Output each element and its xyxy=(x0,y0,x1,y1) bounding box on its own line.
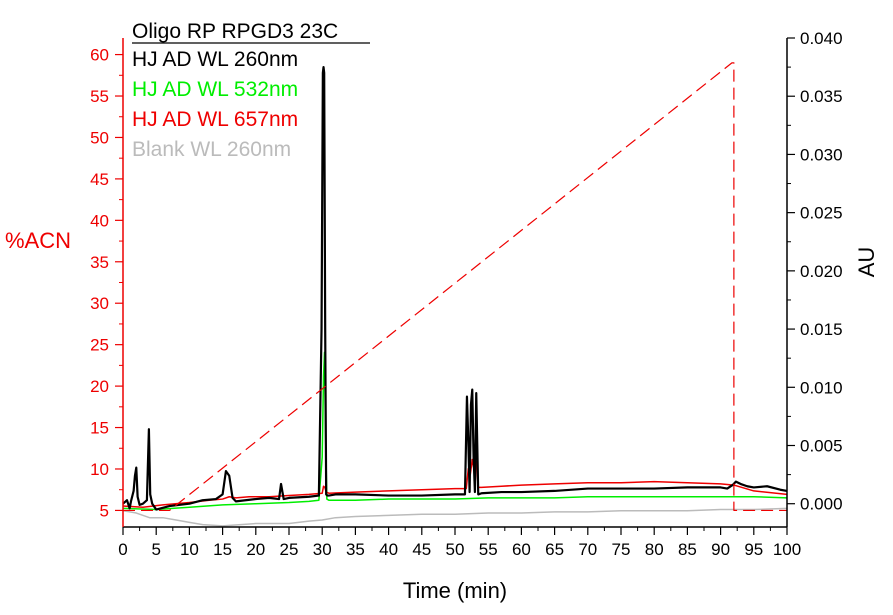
x-tick-label: 75 xyxy=(612,540,631,559)
y-left-tick-label: 20 xyxy=(90,377,109,396)
x-tick-label: 0 xyxy=(118,540,127,559)
y-right-tick-label: 0.000 xyxy=(800,495,843,514)
y-left-tick-label: 45 xyxy=(90,170,109,189)
y-left-tick-label: 55 xyxy=(90,87,109,106)
y-left-tick-label: 15 xyxy=(90,419,109,438)
x-tick-label: 100 xyxy=(773,540,801,559)
y-right-tick-label: 0.040 xyxy=(800,29,843,48)
y-right-tick-label: 0.020 xyxy=(800,262,843,281)
x-tick-label: 90 xyxy=(711,540,730,559)
x-tick-label: 5 xyxy=(151,540,160,559)
x-tick-label: 60 xyxy=(512,540,531,559)
y-left-tick-label: 35 xyxy=(90,253,109,272)
legend-entry-657nm: HJ AD WL 657nm xyxy=(132,108,298,131)
x-tick-label: 80 xyxy=(645,540,664,559)
legend-entry-blank: Blank WL 260nm xyxy=(132,138,291,161)
x-tick-label: 85 xyxy=(678,540,697,559)
y-left-tick-label: 5 xyxy=(100,501,109,520)
y-right-tick-label: 0.035 xyxy=(800,87,843,106)
x-tick-label: 65 xyxy=(545,540,564,559)
x-tick-label: 25 xyxy=(280,540,299,559)
x-tick-label: 10 xyxy=(180,540,199,559)
x-tick-label: 35 xyxy=(346,540,365,559)
axes-group: 0 5 10 15 20 25 30 35 40 45 50 55 60 65 70 75 80 85 90 95 10… xyxy=(90,29,842,559)
y-right-tick-label: 0.015 xyxy=(800,320,843,339)
y-right-tick-label: 0.025 xyxy=(800,204,843,223)
legend: Oligo RP RPGD3 23C HJ AD WL 260nm HJ AD … xyxy=(132,20,370,161)
x-tick-label: 95 xyxy=(744,540,763,559)
x-tick-label: 50 xyxy=(446,540,465,559)
y-left-tick-label: 40 xyxy=(90,211,109,230)
x-tick-label: 15 xyxy=(213,540,232,559)
x-tick-label: 20 xyxy=(246,540,265,559)
y-left-tick-label: 25 xyxy=(90,336,109,355)
y-right-tick-label: 0.030 xyxy=(800,145,843,164)
y-left-tick-label: 30 xyxy=(90,294,109,313)
x-axis-title: Time (min) xyxy=(403,578,507,603)
y-right-tick-label: 0.005 xyxy=(800,437,843,456)
y-left-tick-label: 60 xyxy=(90,46,109,65)
x-tick-label: 30 xyxy=(313,540,332,559)
legend-entry-260nm: HJ AD WL 260nm xyxy=(132,48,298,71)
series-line-gradient xyxy=(123,62,787,512)
series-line-hj-ad-wl-532nm xyxy=(122,351,788,511)
y-right-tick-label: 0.010 xyxy=(800,378,843,397)
legend-title: Oligo RP RPGD3 23C xyxy=(132,20,338,43)
x-tick-label: 40 xyxy=(379,540,398,559)
series-line-blank-wl-260nm xyxy=(122,507,788,527)
series-group xyxy=(122,62,788,527)
x-tick-label: 45 xyxy=(412,540,431,559)
series-line-hj-ad-wl-657nm xyxy=(122,458,788,508)
series-line-hj-ad-wl-260nm xyxy=(122,66,788,511)
y-left-axis-title: %ACN xyxy=(5,228,71,253)
x-tick-label: 70 xyxy=(578,540,597,559)
y-left-tick-label: 50 xyxy=(90,128,109,147)
y-right-axis-title: AU xyxy=(854,247,879,278)
y-left-tick-label: 10 xyxy=(90,460,109,479)
x-tick-label: 55 xyxy=(479,540,498,559)
legend-entry-532nm: HJ AD WL 532nm xyxy=(132,78,298,101)
